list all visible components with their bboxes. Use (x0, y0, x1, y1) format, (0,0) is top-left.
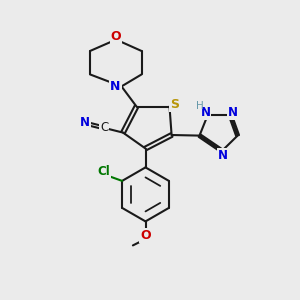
Text: N: N (218, 149, 228, 162)
Text: S: S (170, 98, 179, 111)
Text: H: H (196, 101, 204, 111)
Text: N: N (200, 106, 211, 119)
Text: N: N (80, 116, 90, 129)
Text: Cl: Cl (97, 165, 110, 178)
Text: C: C (100, 121, 108, 134)
Text: N: N (227, 106, 238, 119)
Text: O: O (140, 229, 151, 242)
Text: O: O (111, 30, 122, 43)
Text: N: N (110, 80, 121, 93)
